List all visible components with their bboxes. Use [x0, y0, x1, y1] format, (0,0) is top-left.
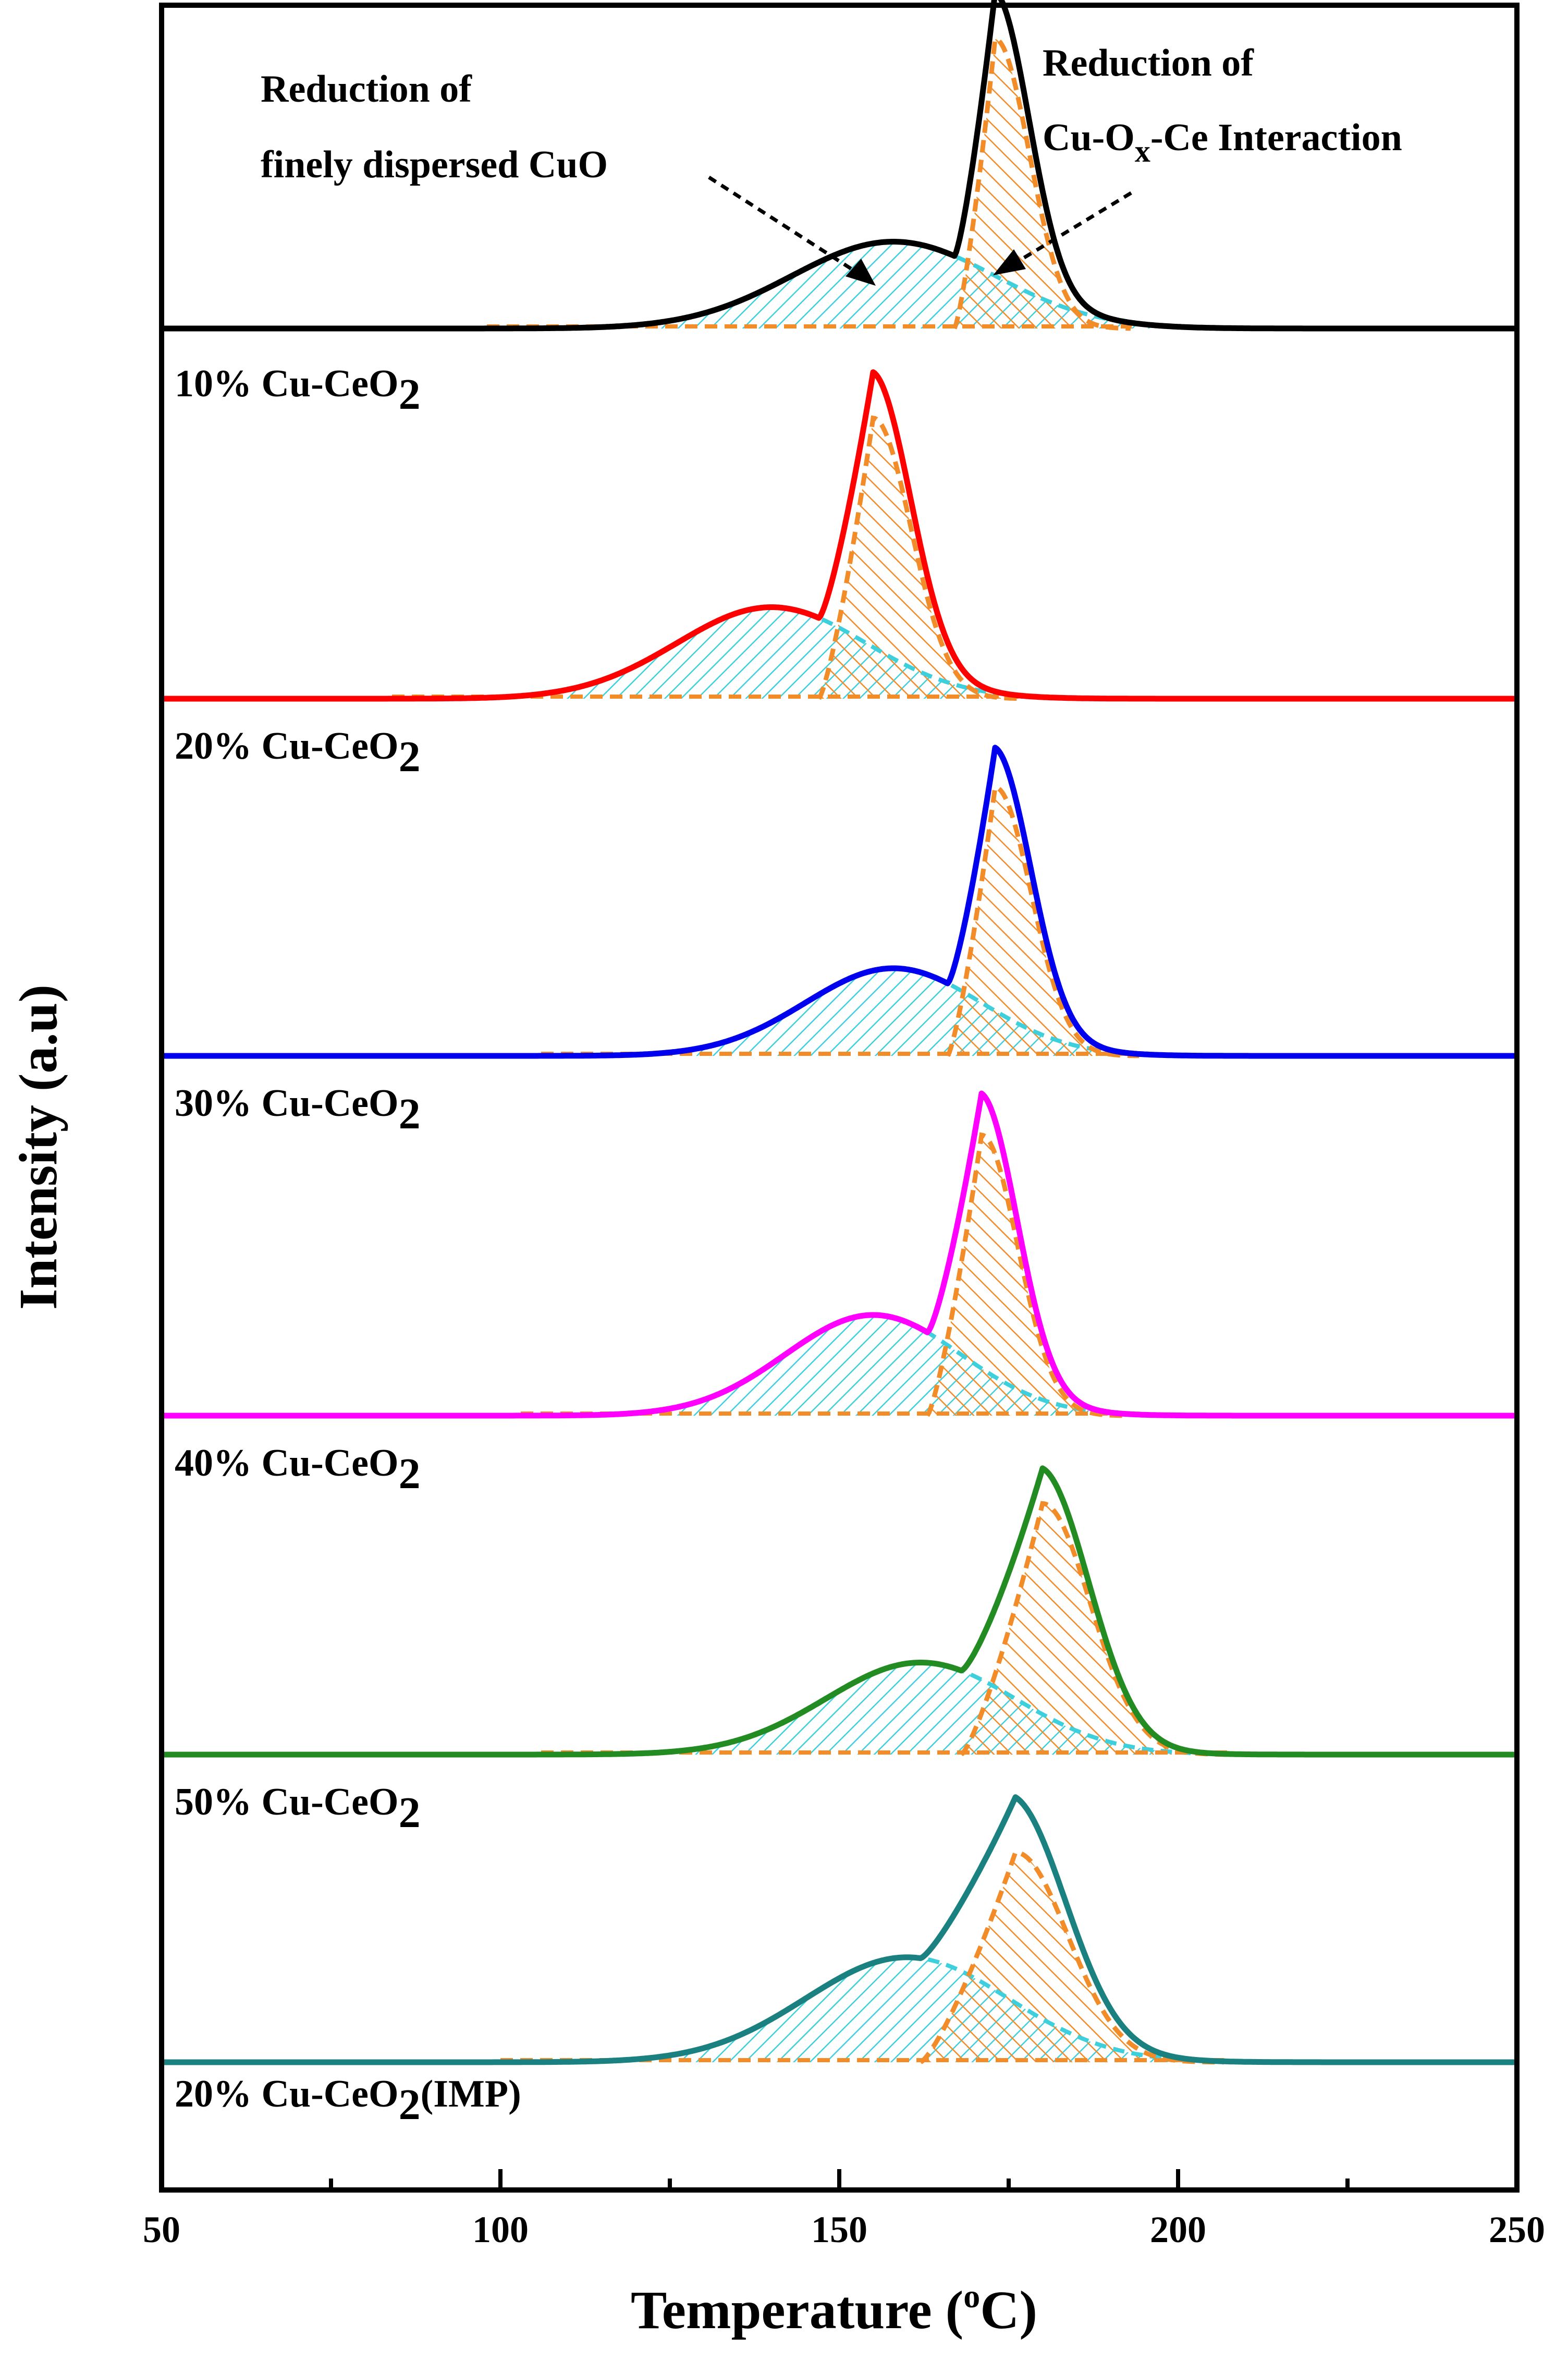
series-6	[160, 1794, 1518, 2065]
component-cu-ox-ce-outline	[952, 36, 1131, 331]
series-5	[160, 1465, 1518, 1758]
arrowhead-interaction	[993, 249, 1026, 275]
arrow-interaction	[1018, 191, 1132, 262]
component-cu-ox-ce-outline	[919, 1849, 1224, 2065]
x-tick-label: 50	[143, 2209, 180, 2250]
series-label-6: 20% Cu-CeO2(IMP)	[175, 2073, 521, 2129]
series-envelope-line	[160, 0, 1518, 332]
x-tick-label: 250	[1489, 2209, 1545, 2250]
annotation-dispersed-cuo: Reduction of finely dispersed CuO	[261, 68, 608, 186]
series-envelope-line	[160, 745, 1518, 1059]
y-axis-title: Intensity (a.u)	[8, 984, 68, 1310]
annotation-dispersed-line1: Reduction of	[261, 68, 472, 111]
series-4	[160, 1090, 1518, 1419]
component-cu-ox-ce-outline	[925, 1132, 1126, 1418]
series-envelope-line	[160, 1090, 1518, 1419]
component-cu-ox-ce-fill	[948, 787, 1140, 1056]
x-tick-label: 100	[472, 2209, 529, 2250]
annotation-interaction: Reduction of Cu-Ox-Ce Interaction	[1043, 42, 1402, 168]
x-tick-label: 150	[811, 2209, 867, 2250]
component-cu-ox-ce-fill	[921, 1852, 1224, 2062]
series-label-5: 50% Cu-CeO2	[175, 1781, 421, 1837]
component-cu-ox-ce-fill	[954, 39, 1132, 328]
series-envelope-line	[160, 369, 1518, 702]
series-label-1: 10% Cu-CeO2	[175, 362, 421, 419]
series-envelope-line	[160, 1794, 1518, 2065]
arrowhead-dispersed-cuo	[846, 259, 876, 286]
x-axis-title: Temperature (oC)	[631, 2278, 1037, 2340]
series-envelope-line	[160, 1465, 1518, 1758]
arrow-dispersed-cuo	[708, 176, 856, 273]
component-cu-ox-ce-outline	[945, 784, 1140, 1058]
component-cu-ox-ce-fill	[927, 1135, 1126, 1416]
series-2	[160, 369, 1518, 702]
x-axis: 50 100 150 200 250	[143, 2169, 1545, 2250]
series-1	[160, 0, 1518, 332]
series-label-3: 30% Cu-CeO2	[175, 1082, 421, 1138]
chart-panels: 10% Cu-CeO2 20% Cu-CeO2 30% Cu-CeO2 40% Cu-…	[160, 0, 1518, 2129]
annotation-interaction-line1: Reduction of	[1043, 42, 1254, 84]
x-tick-label: 200	[1150, 2209, 1206, 2250]
annotation-dispersed-line2: finely dispersed CuO	[261, 143, 608, 186]
series-3	[160, 745, 1518, 1059]
annotation-interaction-line2: Cu-Ox-Ce Interaction	[1043, 116, 1402, 168]
component-cu-ox-ce-fill	[819, 418, 1025, 699]
series-label-4: 40% Cu-CeO2	[175, 1442, 421, 1498]
series-label-2: 20% Cu-CeO2	[175, 725, 421, 781]
